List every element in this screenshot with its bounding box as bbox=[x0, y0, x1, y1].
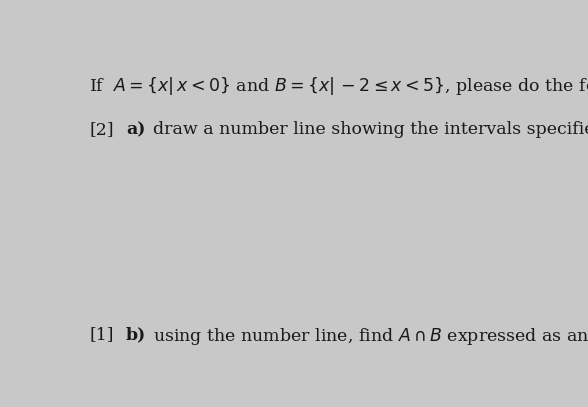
Text: b): b) bbox=[126, 326, 146, 343]
Text: [2]: [2] bbox=[89, 121, 114, 138]
Text: [1]: [1] bbox=[89, 326, 114, 343]
Text: If  $A=\{x|\,x<0\}$ and $B=\{x|\,-2\leq x<5\}$, please do the following:: If $A=\{x|\,x<0\}$ and $B=\{x|\,-2\leq x… bbox=[89, 75, 588, 98]
Text: using the number line, find $A\cap B$ expressed as an inequality.: using the number line, find $A\cap B$ ex… bbox=[153, 326, 588, 347]
Text: a): a) bbox=[126, 121, 145, 138]
Text: draw a number line showing the intervals specified by these inequalities.: draw a number line showing the intervals… bbox=[153, 121, 588, 138]
